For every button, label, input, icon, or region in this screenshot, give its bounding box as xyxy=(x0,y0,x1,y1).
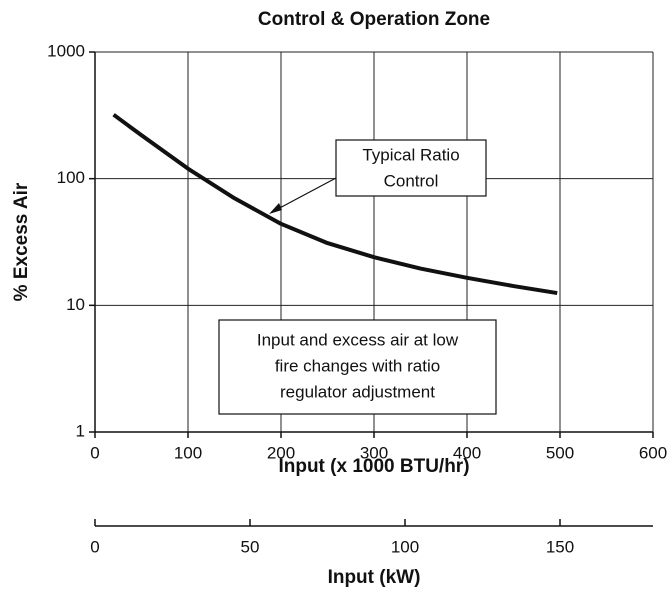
x-tick-label: 0 xyxy=(90,443,99,462)
annotation-text: Control xyxy=(384,171,439,190)
annotation-text: fire changes with ratio xyxy=(275,356,440,375)
x2-tick-label: 150 xyxy=(546,537,574,556)
x-axis-label: Input (x 1000 BTU/hr) xyxy=(278,456,469,477)
x-tick-label: 200 xyxy=(267,443,295,462)
y-tick-label: 100 xyxy=(57,168,85,187)
y-tick-label: 1 xyxy=(76,421,85,440)
x-tick-label: 600 xyxy=(639,443,667,462)
annotation-arrow xyxy=(273,177,337,212)
x-tick-label: 500 xyxy=(546,443,574,462)
y-axis-label: % Excess Air xyxy=(11,182,32,301)
annotation-text: regulator adjustment xyxy=(280,382,435,401)
x2-axis-label: Input (kW) xyxy=(328,567,421,588)
arrow-head xyxy=(269,203,282,214)
x2-tick-label: 100 xyxy=(391,537,419,556)
annotation-text: Input and excess air at low xyxy=(257,330,459,349)
annotation-text: Typical Ratio xyxy=(362,145,459,164)
y-tick-label: 1000 xyxy=(47,41,85,60)
annotation-box xyxy=(335,139,487,197)
line xyxy=(112,113,558,296)
x-tick-label: 300 xyxy=(360,443,388,462)
x2-tick-label: 0 xyxy=(90,537,99,556)
y-tick-label: 10 xyxy=(66,295,85,314)
chart-title: Control & Operation Zone xyxy=(258,9,490,30)
annotation-box xyxy=(218,319,497,415)
x-tick-label: 100 xyxy=(174,443,202,462)
x-tick-label: 400 xyxy=(453,443,481,462)
x2-tick-label: 50 xyxy=(241,537,260,556)
